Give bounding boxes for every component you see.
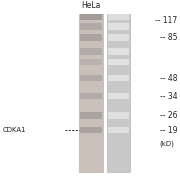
Bar bbox=[80, 34, 102, 41]
Bar bbox=[108, 24, 129, 30]
Bar bbox=[80, 127, 102, 133]
Bar bbox=[108, 75, 129, 81]
Text: (kD): (kD) bbox=[159, 140, 174, 147]
Bar bbox=[107, 14, 130, 172]
Bar bbox=[108, 93, 129, 100]
Bar bbox=[80, 14, 102, 21]
Text: CDKA1: CDKA1 bbox=[3, 127, 26, 133]
Bar bbox=[80, 59, 102, 65]
Text: HeLa: HeLa bbox=[82, 1, 101, 10]
Text: -- 34: -- 34 bbox=[160, 92, 177, 101]
Bar bbox=[80, 93, 102, 100]
Text: -- 19: -- 19 bbox=[160, 126, 177, 135]
Bar bbox=[108, 112, 129, 119]
Bar bbox=[108, 127, 129, 133]
Bar bbox=[108, 14, 129, 21]
Bar bbox=[108, 48, 129, 55]
Text: -- 117: -- 117 bbox=[155, 16, 177, 25]
Text: -- 26: -- 26 bbox=[160, 111, 177, 120]
Bar bbox=[80, 24, 102, 30]
Bar bbox=[108, 59, 129, 65]
Bar bbox=[80, 75, 102, 81]
Text: -- 85: -- 85 bbox=[160, 33, 177, 42]
Bar bbox=[79, 14, 102, 172]
Bar bbox=[80, 112, 102, 119]
Bar bbox=[80, 48, 102, 55]
Text: -- 48: -- 48 bbox=[160, 73, 177, 82]
Bar bbox=[108, 34, 129, 41]
